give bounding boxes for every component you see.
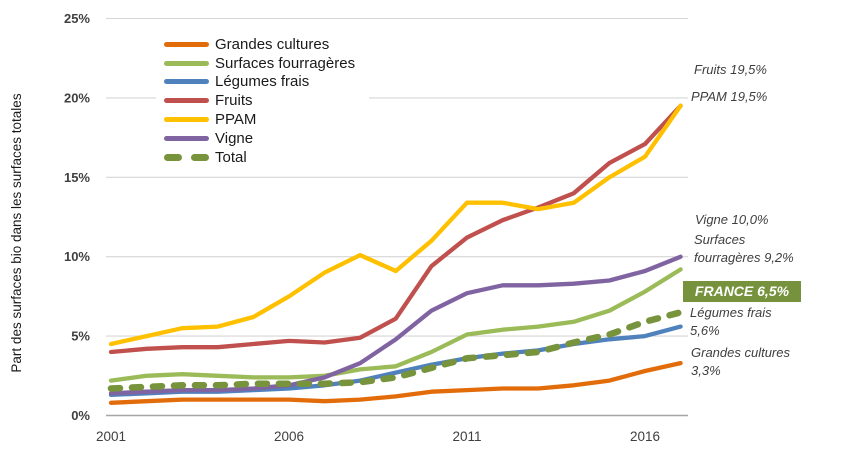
legend-label: Légumes frais bbox=[215, 73, 310, 91]
annotation-legumes-frais: Légumes frais 5,6% bbox=[690, 304, 772, 340]
x-tick-label: 2006 bbox=[274, 429, 304, 444]
annotation-ppam: PPAM 19,5% bbox=[691, 89, 768, 104]
annotation-fruits: Fruits 19,5% bbox=[694, 62, 767, 77]
annotation-vigne: Vigne 10,0% bbox=[695, 212, 769, 227]
x-tick-label: 2001 bbox=[96, 429, 126, 444]
legend-label: Surfaces fourragères bbox=[215, 54, 356, 72]
legend-item-grandes-cultures: Grandes cultures bbox=[164, 35, 355, 54]
legend-label: Grandes cultures bbox=[215, 35, 330, 53]
legend-swatch-fruits bbox=[164, 98, 209, 104]
annotation-france-highlight: FRANCE 6,5% bbox=[683, 281, 801, 302]
legend-label: PPAM bbox=[215, 111, 257, 129]
y-tick-label: 15% bbox=[64, 170, 90, 185]
legend-swatch-legumes-frais bbox=[164, 79, 209, 85]
legend-item-vigne: Vigne bbox=[164, 129, 355, 148]
annotation-line: 3,3% bbox=[691, 363, 721, 378]
x-tick-label: 2016 bbox=[630, 429, 660, 444]
annotation-grandes-cultures: Grandes cultures 3,3% bbox=[691, 344, 790, 380]
legend-swatch-grandes-cultures bbox=[164, 41, 209, 47]
legend-label: Total bbox=[215, 148, 247, 166]
legend: Grandes cultures Surfaces fourragères Légu… bbox=[156, 31, 370, 171]
series-line-grandes-cultures bbox=[108, 360, 683, 405]
y-tick-label: 5% bbox=[71, 329, 90, 344]
annotation-line: Légumes frais bbox=[690, 305, 772, 320]
legend-item-ppam: PPAM bbox=[164, 110, 355, 129]
y-tick-label: 20% bbox=[64, 90, 90, 105]
y-axis-title: Part des surfaces bio dans les surfaces … bbox=[9, 93, 24, 373]
annotation-line: Surfaces bbox=[694, 232, 746, 247]
annotation-line: fourragères 9,2% bbox=[694, 250, 794, 265]
series-line-vigne bbox=[108, 254, 683, 396]
legend-swatch-total bbox=[164, 153, 209, 161]
legend-label: Fruits bbox=[215, 92, 253, 110]
legend-swatch-vigne bbox=[164, 135, 209, 141]
x-tick-label: 2011 bbox=[452, 429, 481, 444]
y-tick-label: 10% bbox=[64, 249, 90, 264]
legend-item-legumes-frais: Légumes frais bbox=[164, 73, 355, 92]
legend-label: Vigne bbox=[215, 129, 254, 147]
legend-item-total: Total bbox=[164, 148, 355, 167]
legend-swatch-surfaces-fourrageres bbox=[164, 60, 209, 66]
annotation-line: Grandes cultures bbox=[691, 345, 790, 360]
series-line-total bbox=[107, 309, 684, 392]
annotation-line: 5,6% bbox=[690, 323, 720, 338]
y-tick-label: 25% bbox=[64, 11, 90, 26]
annotation-surfaces-fourrageres: Surfaces fourragères 9,2% bbox=[694, 231, 794, 267]
legend-item-surfaces-fourrageres: Surfaces fourragères bbox=[164, 54, 355, 73]
series-line-surfaces-fourrageres bbox=[108, 267, 683, 383]
legend-item-fruits: Fruits bbox=[164, 91, 355, 110]
series-line-ppam bbox=[108, 103, 683, 347]
legend-swatch-ppam bbox=[164, 117, 209, 123]
series-line-fruits bbox=[108, 103, 683, 355]
y-tick-label: 0% bbox=[71, 408, 90, 423]
